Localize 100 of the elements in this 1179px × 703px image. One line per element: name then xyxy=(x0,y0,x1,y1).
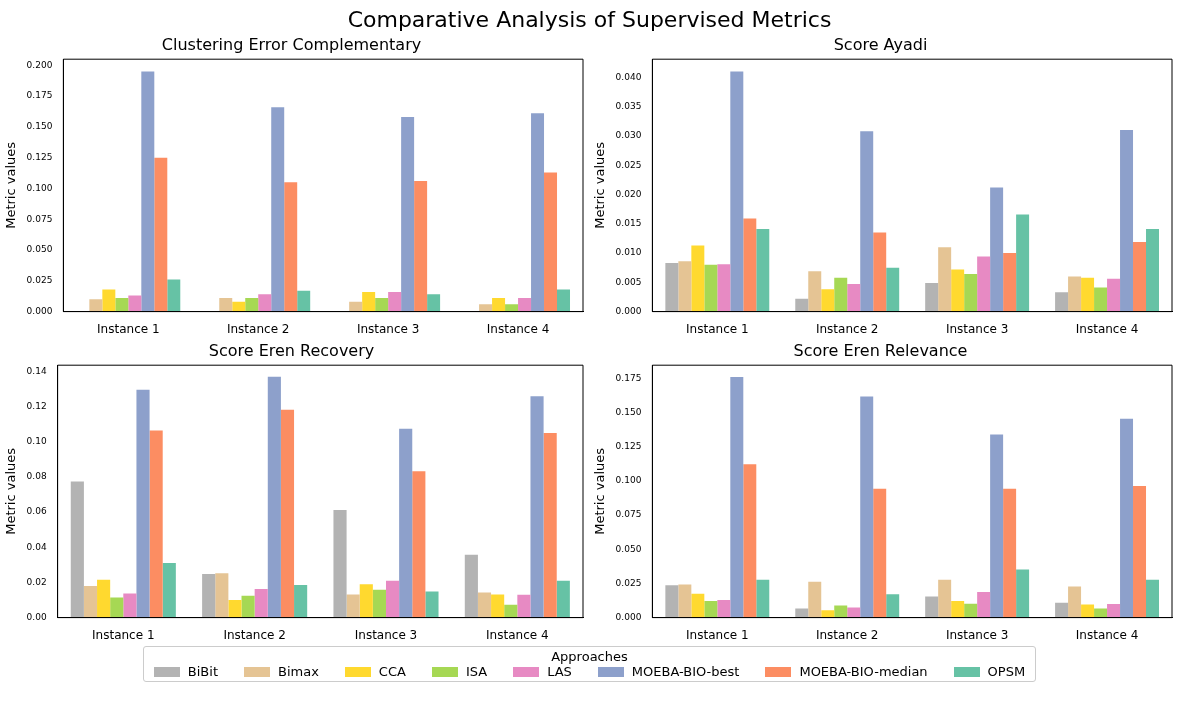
x-tick-label: Instance 2 xyxy=(815,627,879,642)
y-tick-label: 0.025 xyxy=(615,159,642,170)
bar xyxy=(115,298,129,312)
legend-label: OPSM xyxy=(987,664,1026,679)
y-tick-label: 0.175 xyxy=(26,90,53,101)
bar xyxy=(1133,241,1147,312)
bar xyxy=(821,289,835,312)
y-tick-label: 0.050 xyxy=(26,244,53,255)
bar xyxy=(375,298,389,312)
bar xyxy=(162,563,176,618)
bar xyxy=(372,589,386,618)
bar xyxy=(544,172,558,312)
y-tick-label: 0.035 xyxy=(615,100,642,111)
x-tick-label: Instance 3 xyxy=(945,627,1009,642)
y-tick-label: 0.015 xyxy=(615,218,642,229)
y-tick-label: 0.005 xyxy=(615,276,642,287)
x-tick-label: Instance 1 xyxy=(686,627,749,642)
bar xyxy=(821,610,835,618)
legend-label: CCA xyxy=(378,664,406,679)
bar xyxy=(704,264,718,312)
y-tick-label: 0.12 xyxy=(26,401,47,412)
x-tick-label: Instance 1 xyxy=(92,627,155,642)
x-tick-label: Instance 3 xyxy=(945,321,1009,336)
bar xyxy=(1120,418,1134,618)
x-tick-label: Instance 4 xyxy=(1075,627,1139,642)
bar xyxy=(154,157,168,312)
bar xyxy=(977,591,991,618)
legend-label: MOEBA-BIO-best xyxy=(631,664,740,679)
bar xyxy=(730,377,744,618)
bar xyxy=(123,593,137,618)
y-tick-label: 0.125 xyxy=(26,152,53,163)
bar xyxy=(847,284,861,312)
bar xyxy=(477,592,492,618)
bar xyxy=(267,376,281,618)
y-tick-label: 0.08 xyxy=(26,471,47,482)
y-axis-title: Metric values xyxy=(592,447,608,535)
bar xyxy=(258,294,272,312)
bar xyxy=(294,585,308,618)
bar xyxy=(284,182,298,312)
bar xyxy=(795,608,809,618)
y-tick-label: 0.150 xyxy=(615,406,642,417)
bar xyxy=(167,279,181,312)
x-tick-label: Instance 2 xyxy=(815,321,879,336)
bar xyxy=(1016,214,1030,312)
bar xyxy=(1003,488,1017,618)
bar xyxy=(346,594,360,618)
bar xyxy=(1003,253,1017,312)
bar xyxy=(401,117,415,312)
bar xyxy=(241,595,255,618)
bar xyxy=(1055,292,1069,312)
bar xyxy=(219,298,233,312)
bar xyxy=(414,181,428,312)
bar xyxy=(388,291,402,312)
x-tick-label: Instance 2 xyxy=(223,627,286,642)
bar xyxy=(556,580,570,618)
bar xyxy=(128,295,142,312)
bar xyxy=(1107,278,1121,312)
chart-title: Score Eren Relevance xyxy=(793,340,968,360)
chart-title: Clustering Error Complementary xyxy=(161,34,422,54)
y-tick-label: 0.000 xyxy=(615,305,642,316)
bar xyxy=(215,573,229,618)
bar xyxy=(938,247,952,312)
bar xyxy=(492,298,506,312)
bar xyxy=(385,580,400,618)
y-tick-label: 0.100 xyxy=(615,475,642,486)
y-tick-label: 0.10 xyxy=(26,436,47,447)
bar xyxy=(531,113,545,312)
bar xyxy=(847,607,861,618)
bar xyxy=(730,71,744,312)
y-axis-title: Metric values xyxy=(3,141,19,229)
y-tick-label: 0.025 xyxy=(26,275,53,286)
bar xyxy=(136,389,150,618)
bar xyxy=(232,301,246,312)
bar xyxy=(665,585,679,618)
bar xyxy=(254,588,268,618)
y-tick-label: 0.000 xyxy=(26,305,53,316)
bar xyxy=(491,594,505,618)
legend-label: LAS xyxy=(547,664,572,679)
text: Comparative Analysis of Supervised Metrics xyxy=(347,7,832,32)
legend-label: Bimax xyxy=(278,664,319,679)
bar xyxy=(834,277,848,312)
bar xyxy=(412,471,426,618)
y-tick-label: 0.075 xyxy=(615,509,642,520)
y-tick-label: 0.050 xyxy=(615,543,642,554)
y-tick-label: 0.14 xyxy=(26,365,47,376)
bar xyxy=(349,301,363,312)
bar xyxy=(990,187,1004,312)
bar xyxy=(704,600,718,618)
bar xyxy=(678,584,692,618)
bar xyxy=(464,554,478,618)
bar xyxy=(951,269,965,312)
bar xyxy=(427,294,441,312)
x-tick-label: Instance 1 xyxy=(686,321,749,336)
y-tick-label: 0.02 xyxy=(26,576,47,587)
bar xyxy=(280,409,295,618)
bar xyxy=(808,581,822,618)
bar xyxy=(1146,229,1160,312)
legend-label: BiBit xyxy=(187,664,218,679)
bar xyxy=(873,232,887,312)
bar xyxy=(1081,604,1095,618)
